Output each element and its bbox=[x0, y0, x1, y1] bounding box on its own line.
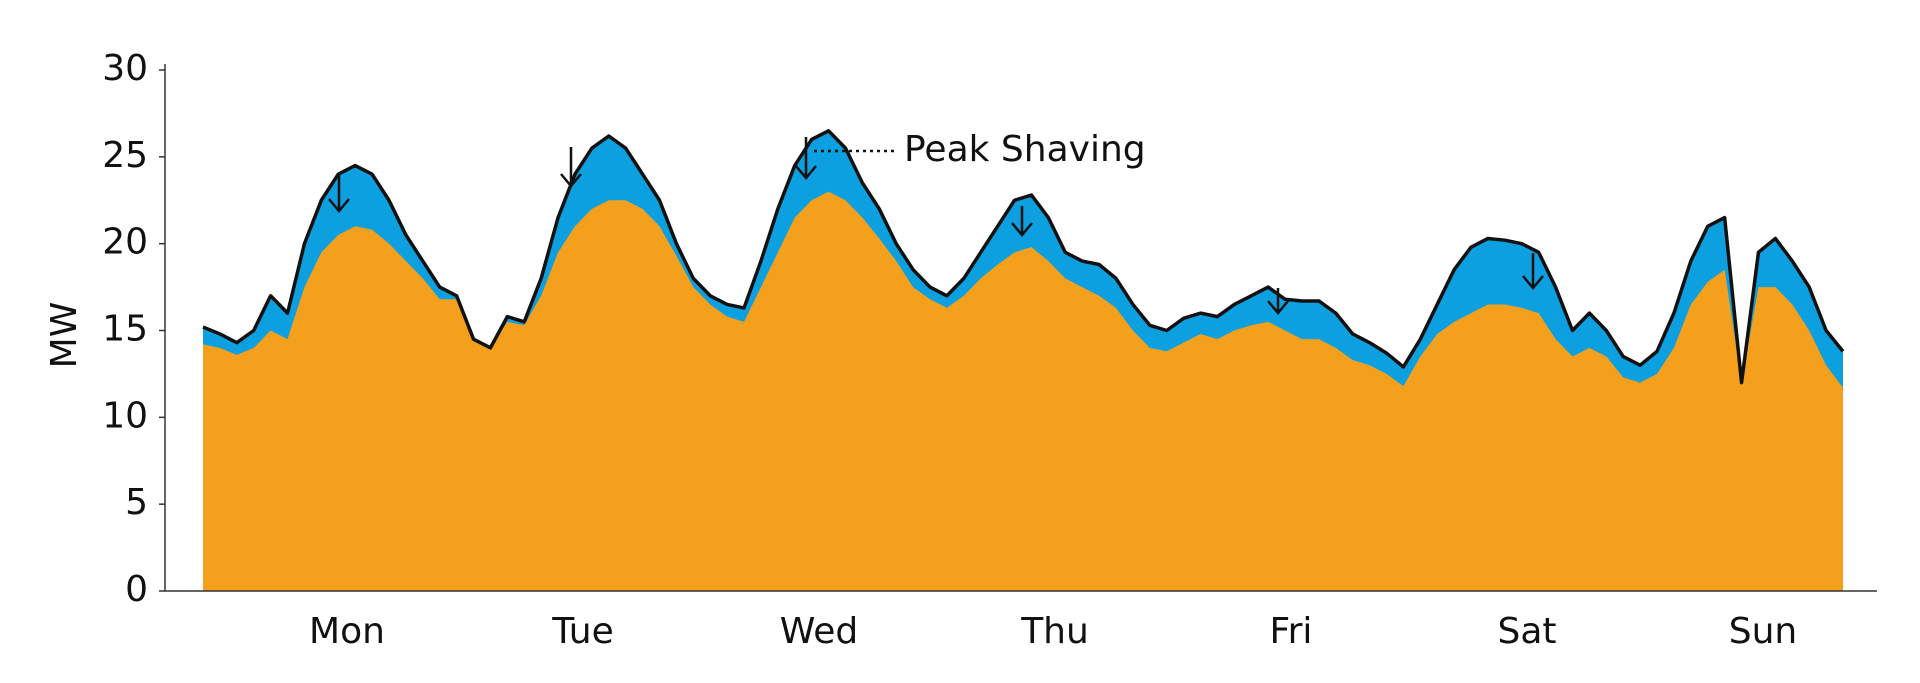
x-tick-label: Fri bbox=[1270, 611, 1313, 652]
y-tick-label: 30 bbox=[102, 48, 148, 89]
y-tick-label: 25 bbox=[102, 135, 148, 176]
y-tick-label: 20 bbox=[102, 222, 148, 263]
y-axis-label: MW bbox=[44, 302, 85, 369]
y-tick-label: 0 bbox=[125, 569, 148, 610]
x-tick-label: Thu bbox=[1020, 611, 1089, 652]
x-tick-label: Mon bbox=[309, 611, 385, 652]
arrow bbox=[1267, 288, 1289, 315]
arrow bbox=[795, 137, 817, 180]
x-tick-label: Wed bbox=[780, 611, 859, 652]
arrow bbox=[1522, 253, 1544, 290]
arrow bbox=[560, 147, 582, 188]
y-tick-label: 15 bbox=[102, 309, 148, 350]
load-line bbox=[202, 129, 1845, 385]
peak-arrows bbox=[328, 137, 1544, 315]
annotation: Peak Shaving bbox=[904, 129, 1146, 170]
arrow bbox=[328, 175, 350, 213]
x-tick-label: Sat bbox=[1497, 611, 1556, 652]
y-tick-label: 5 bbox=[125, 482, 148, 523]
area bbox=[203, 191, 1843, 592]
x-tick-label: Tue bbox=[551, 611, 614, 652]
plot-area bbox=[202, 129, 1845, 592]
x-tick-label: Sun bbox=[1729, 611, 1797, 652]
y-tick-label: 10 bbox=[102, 395, 148, 436]
arrow bbox=[1011, 206, 1033, 237]
